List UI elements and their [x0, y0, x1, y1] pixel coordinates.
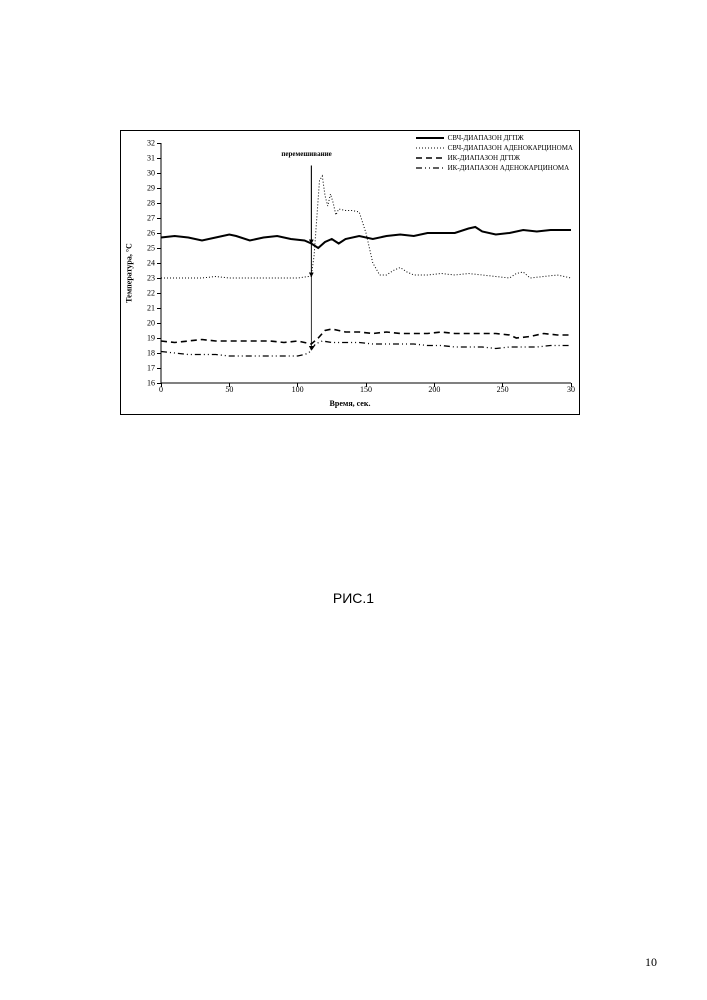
ytick-mark [157, 188, 161, 189]
ytick-label: 28 [147, 199, 155, 208]
series-ik-adeno [161, 341, 571, 356]
ytick-mark [157, 158, 161, 159]
page-number: 10 [645, 955, 657, 970]
ytick-mark [157, 353, 161, 354]
series-svch-dgpzh [161, 227, 571, 248]
ytick-mark [157, 323, 161, 324]
xtick-label: 50 [225, 385, 233, 394]
ytick-label: 18 [147, 349, 155, 358]
x-axis-title: Время, сек. [330, 399, 371, 408]
ytick-mark [157, 368, 161, 369]
series-ik-dgpzh [161, 329, 571, 344]
ytick-mark [157, 203, 161, 204]
ytick-label: 25 [147, 244, 155, 253]
ytick-label: 20 [147, 319, 155, 328]
ytick-label: 24 [147, 259, 155, 268]
plot-svg [161, 143, 571, 383]
legend-label: СВЧ-ДИАПАЗОН ДГПЖ [448, 133, 524, 143]
ytick-label: 22 [147, 289, 155, 298]
ytick-mark [157, 248, 161, 249]
xtick-label: 250 [497, 385, 509, 394]
chart-frame: Температура, °C Время, сек. СВЧ-ДИАПАЗОН… [120, 130, 580, 415]
xtick-label: 0 [159, 385, 163, 394]
page: Температура, °C Время, сек. СВЧ-ДИАПАЗОН… [0, 0, 707, 1000]
ytick-mark [157, 338, 161, 339]
ytick-label: 32 [147, 139, 155, 148]
ytick-label: 31 [147, 154, 155, 163]
xtick-label: 150 [360, 385, 372, 394]
ytick-label: 23 [147, 274, 155, 283]
ytick-mark [157, 143, 161, 144]
figure-caption: РИС.1 [333, 590, 374, 606]
annotation-label: перемешивание [281, 150, 331, 158]
ytick-label: 19 [147, 334, 155, 343]
ytick-label: 21 [147, 304, 155, 313]
ytick-label: 30 [147, 169, 155, 178]
legend-swatch [416, 133, 444, 143]
ytick-mark [157, 278, 161, 279]
ytick-mark [157, 233, 161, 234]
ytick-mark [157, 173, 161, 174]
ytick-label: 29 [147, 184, 155, 193]
y-axis-title: Температура, °C [125, 243, 134, 303]
xtick-label: 200 [428, 385, 440, 394]
ytick-mark [157, 263, 161, 264]
xtick-label: 100 [292, 385, 304, 394]
ytick-mark [157, 308, 161, 309]
ytick-label: 27 [147, 214, 155, 223]
ytick-label: 17 [147, 364, 155, 373]
series-svch-adeno [161, 176, 571, 278]
legend-item: СВЧ-ДИАПАЗОН ДГПЖ [416, 133, 573, 143]
xtick-label: 30 [567, 385, 575, 394]
ytick-label: 26 [147, 229, 155, 238]
ytick-label: 16 [147, 379, 155, 388]
ytick-mark [157, 218, 161, 219]
ytick-mark [157, 293, 161, 294]
plot-area: перемешивание [161, 143, 571, 383]
